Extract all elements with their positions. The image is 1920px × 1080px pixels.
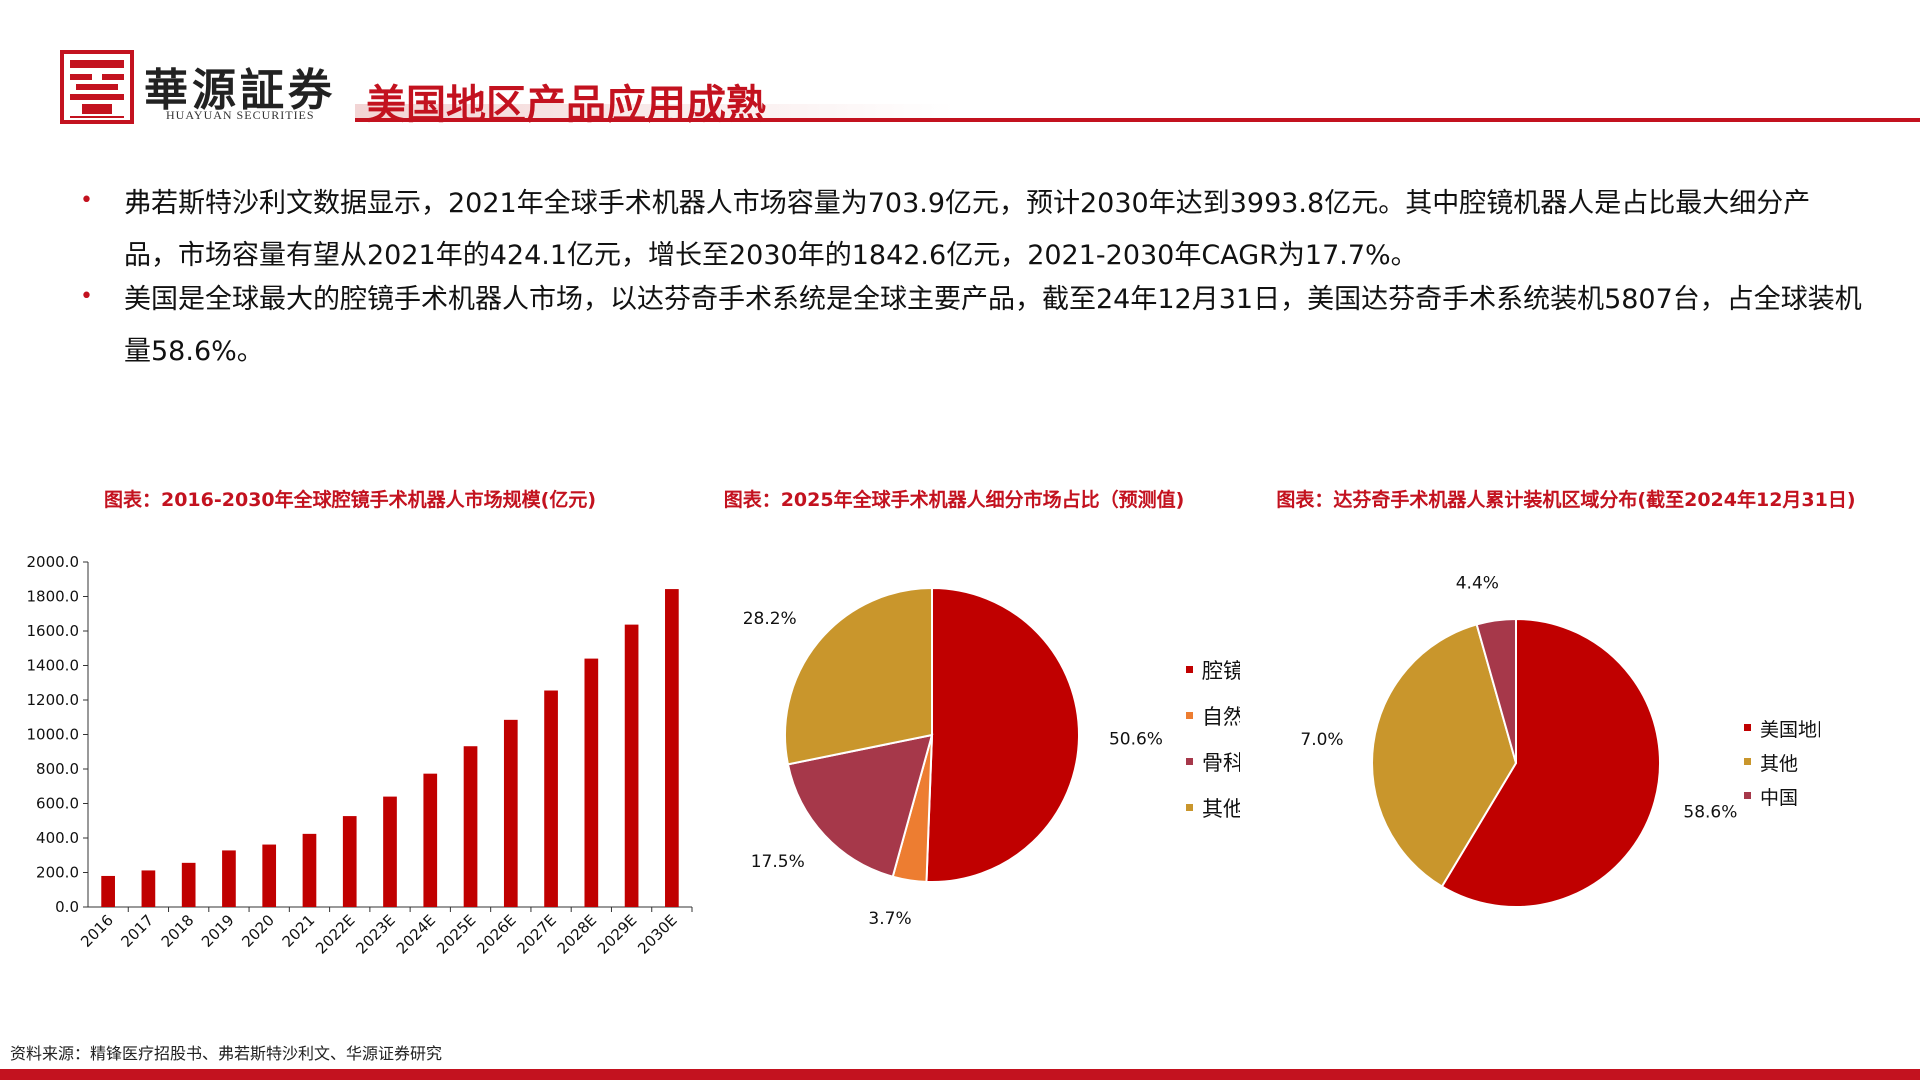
header-rule bbox=[355, 118, 1920, 122]
y-tick-label: 600.0 bbox=[36, 795, 79, 813]
bar bbox=[423, 773, 438, 907]
y-tick-label: 400.0 bbox=[36, 829, 79, 847]
bar bbox=[463, 746, 478, 907]
legend-swatch bbox=[1186, 666, 1193, 673]
legend-label: 美国地区 bbox=[1760, 719, 1820, 741]
x-tick-label: 2016 bbox=[77, 911, 117, 951]
pie-value-label: 3.7% bbox=[868, 909, 911, 929]
legend-label: 其他 bbox=[1760, 753, 1798, 775]
y-tick-label: 800.0 bbox=[36, 760, 79, 778]
pie-slice bbox=[786, 733, 934, 878]
legend-swatch bbox=[1186, 804, 1193, 811]
x-tick-label: 2020 bbox=[238, 911, 278, 951]
header-highlight bbox=[355, 104, 955, 118]
pie-value-label: 4.4% bbox=[1456, 574, 1499, 594]
y-tick-label: 1600.0 bbox=[27, 622, 80, 640]
x-tick-label: 2027E bbox=[513, 911, 559, 957]
pie-slice bbox=[1371, 623, 1518, 888]
legend-label: 骨科 bbox=[1202, 751, 1240, 775]
pie-value-label: 37.0% bbox=[1300, 730, 1344, 750]
x-tick-label: 2026E bbox=[473, 911, 519, 957]
pie-value-label: 58.6% bbox=[1683, 803, 1737, 823]
x-tick-label: 2018 bbox=[158, 911, 198, 951]
page-title: 美国地区产品应用成熟 bbox=[366, 81, 766, 128]
y-tick-label: 2000.0 bbox=[27, 553, 80, 571]
x-tick-label: 2028E bbox=[554, 911, 600, 957]
bar bbox=[584, 658, 599, 907]
x-tick-label: 2030E bbox=[634, 911, 680, 957]
x-tick-label: 2017 bbox=[117, 911, 157, 951]
bar bbox=[262, 844, 277, 907]
legend-swatch bbox=[1744, 792, 1751, 799]
pie-chart-regions: 58.6% 37.0% 4.4% 美国地区其他中国 bbox=[1300, 574, 1820, 908]
y-tick-label: 0.0 bbox=[55, 898, 79, 916]
legend-swatch bbox=[1186, 758, 1193, 765]
bar bbox=[181, 862, 196, 907]
pie-value-label: 17.5% bbox=[751, 852, 805, 872]
x-tick-label: 2022E bbox=[312, 911, 358, 957]
y-tick-label: 1200.0 bbox=[27, 691, 80, 709]
company-logo-icon bbox=[60, 50, 134, 124]
legend-label: 腔镜 bbox=[1202, 659, 1240, 683]
bar bbox=[665, 589, 679, 907]
bar bbox=[101, 875, 115, 907]
brand-name-cn: 華源証券 bbox=[144, 65, 336, 116]
bullet-text: 美国是全球最大的腔镜手术机器人市场，以达芬奇手术系统是全球主要产品，截至24年1… bbox=[124, 284, 1862, 367]
brand-name-en: HUAYUAN SECURITIES bbox=[166, 108, 315, 122]
bar bbox=[544, 690, 558, 907]
bullet-marker: • bbox=[80, 188, 93, 213]
pie-slice bbox=[1440, 617, 1661, 908]
x-tick-label: 2029E bbox=[594, 911, 640, 957]
bullet-text: 弗若斯特沙利文数据显示，2021年全球手术机器人市场容量为703.9亿元，预计2… bbox=[124, 188, 1811, 271]
pie-chart-segments: 50.6% 3.7% 17.5% 28.2% 腔镜自然腔道骨科其他 bbox=[743, 586, 1240, 929]
bullet-item: • 弗若斯特沙利文数据显示，2021年全球手术机器人市场容量为703.9亿元，预… bbox=[80, 178, 1860, 282]
bar-chart-title: 图表：2016-2030年全球腔镜手术机器人市场规模(亿元) bbox=[103, 489, 597, 511]
footer-rule bbox=[0, 1069, 1920, 1080]
pie-value-label: 50.6% bbox=[1109, 729, 1163, 749]
y-tick-label: 1400.0 bbox=[27, 657, 80, 675]
legend-swatch bbox=[1744, 758, 1751, 765]
x-tick-label: 2023E bbox=[352, 911, 398, 957]
x-tick-label: 2024E bbox=[393, 911, 439, 957]
pie-value-label: 28.2% bbox=[743, 609, 797, 629]
x-tick-label: 2025E bbox=[433, 911, 479, 957]
pie1-chart-title: 图表：2025年全球手术机器人细分市场占比（预测值) bbox=[723, 489, 1185, 511]
y-tick-label: 1000.0 bbox=[27, 726, 80, 744]
x-tick-label: 2019 bbox=[198, 911, 238, 951]
bar bbox=[503, 719, 518, 907]
legend-swatch bbox=[1186, 712, 1193, 719]
bullet-marker: • bbox=[80, 284, 93, 309]
legend-swatch bbox=[1744, 724, 1751, 731]
pie-slice bbox=[784, 586, 933, 766]
bar bbox=[342, 816, 357, 907]
legend-label: 其他 bbox=[1202, 797, 1240, 821]
bar bbox=[624, 624, 639, 907]
y-tick-label: 200.0 bbox=[36, 864, 79, 882]
source-note: 资料来源：精锋医疗招股书、弗若斯特沙利文、华源证券研究 bbox=[10, 1044, 443, 1063]
bullet-item: • 美国是全球最大的腔镜手术机器人市场，以达芬奇手术系统是全球主要产品，截至24… bbox=[80, 274, 1862, 378]
y-tick-label: 1800.0 bbox=[27, 588, 80, 606]
pie-slice bbox=[925, 586, 1080, 883]
legend-label: 自然腔道 bbox=[1202, 705, 1240, 729]
pie-slice bbox=[1475, 617, 1517, 764]
pie2-chart-title: 图表：达芬奇手术机器人累计装机区域分布(截至2024年12月31日) bbox=[1276, 489, 1856, 511]
bar bbox=[383, 796, 397, 907]
bar bbox=[302, 833, 317, 907]
legend-label: 中国 bbox=[1760, 787, 1798, 809]
bar bbox=[141, 870, 156, 907]
bar-chart: 0.0 200.0 400.0 600.0 800.0 1000.0 1200.0 1400.… bbox=[27, 553, 693, 958]
bar bbox=[222, 850, 236, 907]
